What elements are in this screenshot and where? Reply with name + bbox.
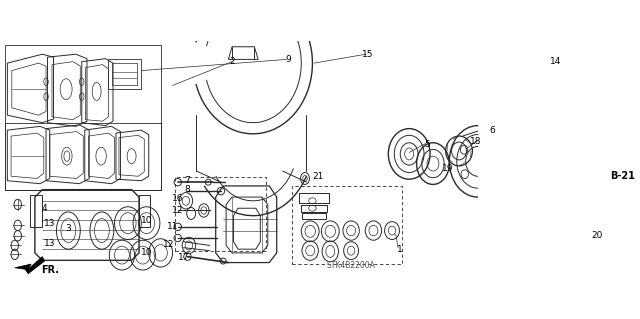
Text: STK4B2200A: STK4B2200A [327,261,376,270]
Text: 5: 5 [424,140,430,150]
Text: 13: 13 [44,219,56,228]
Text: 8: 8 [184,185,190,194]
Text: 21: 21 [312,173,323,182]
Text: 1: 1 [397,245,403,254]
Text: 4: 4 [42,204,47,213]
Text: 11: 11 [167,222,179,231]
Bar [175,177,266,251]
Text: 14: 14 [550,57,561,66]
Text: 2: 2 [229,57,235,66]
Text: 15: 15 [362,50,373,59]
Text: 7: 7 [184,176,190,185]
Text: 10: 10 [141,216,152,226]
Text: 12: 12 [163,240,175,249]
Text: 12: 12 [172,206,184,215]
Text: 16: 16 [172,194,184,203]
Text: FR.: FR. [41,265,59,275]
Text: 13: 13 [44,240,56,249]
Text: 3: 3 [65,224,71,233]
Text: B-21: B-21 [611,171,635,181]
Text: 6: 6 [490,126,495,135]
Text: 19: 19 [442,164,454,173]
Text: 20: 20 [591,231,602,240]
Polygon shape [15,256,45,274]
Bar [607,182,640,218]
Text: 10: 10 [141,249,152,257]
Text: 18: 18 [470,137,482,146]
Text: 17: 17 [178,253,189,262]
Bar [292,186,402,264]
Text: 9: 9 [285,55,291,64]
